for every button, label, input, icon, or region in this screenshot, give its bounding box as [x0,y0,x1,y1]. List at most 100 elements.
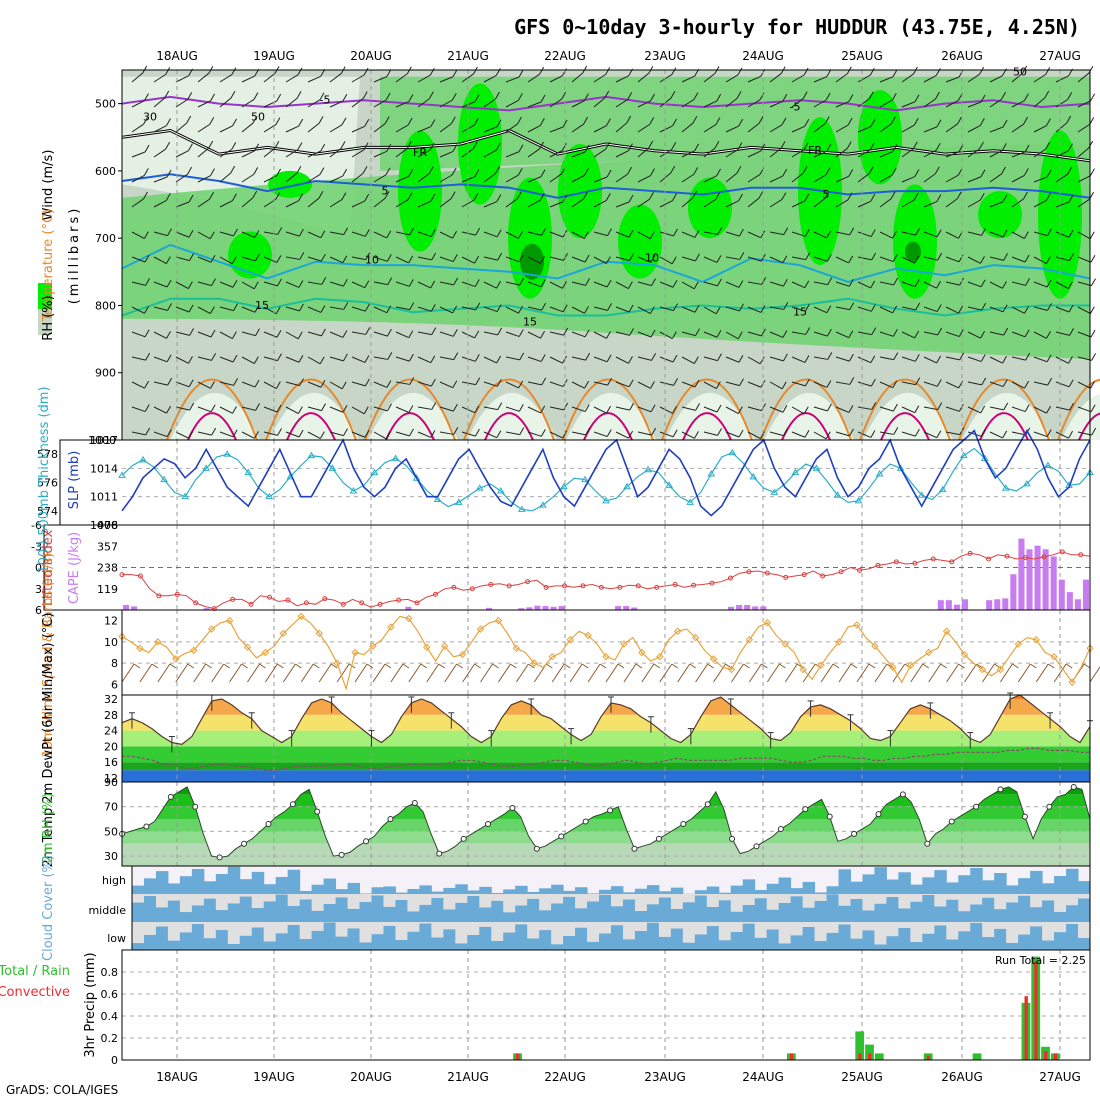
lifted-tick-label: 3 [35,583,42,596]
wind-barb [593,148,606,158]
wind-barb [175,98,189,108]
wind-barb [857,356,871,364]
wind-barb [527,356,542,363]
wind-barb [945,231,959,239]
thickness-marker [1044,461,1052,468]
cloud-cell [730,885,744,894]
wind-barb-flag [584,380,590,389]
wind-barb [483,201,498,208]
cloud-cell [599,933,612,950]
wind-barb-flag [475,302,481,311]
wind-barb-flag [694,431,699,439]
wind-barb-flag [364,119,370,127]
cloud-cell-clear [503,922,516,933]
wind-speed-marker [297,612,305,621]
cloud-cell [1054,911,1067,922]
wind-barb [131,100,145,108]
wind-barb-flag [473,192,479,201]
wind-barb [1055,331,1070,336]
wind-barb [373,231,387,239]
wind-barb [153,356,168,363]
wind-barb-flag [1002,229,1008,238]
wind-barb-flag [716,329,722,338]
cloud-cell [515,905,528,922]
cloud-cell [323,922,337,950]
wind-barb [285,97,298,108]
wind-barb [857,231,872,238]
wind-barb [439,281,454,286]
wind-barb [351,331,366,335]
wind-barb [329,431,344,437]
rh-saturated-cell [458,83,502,205]
wind-barb [175,281,189,290]
wind-barb-flag [738,354,744,363]
contour-label: 15 [523,316,537,329]
lifted-index-marker [1041,554,1047,560]
wind-barb [1077,231,1091,240]
wind-barb [813,331,828,337]
wind-barb [835,175,849,183]
cloud-cell [706,886,720,894]
thickness-tick-label: 578 [37,448,58,461]
wind-barb-flag [826,380,832,388]
cape-bar [550,606,557,610]
cloud-cell-clear [611,922,624,926]
wind-speed-marker [458,650,467,659]
wind-barb-flag [980,256,985,264]
wind-barb [1033,381,1048,386]
lifted-index-marker [949,559,955,565]
wind-barb [527,281,542,288]
wind-barb-flag [539,141,544,150]
wind-barb-flag [1068,304,1074,313]
wind-barb [461,381,476,386]
date-label-top: 24AUG [742,49,784,63]
temp-tick-label: 24 [104,725,118,738]
wind-barb [813,356,828,360]
cloud-cell [395,939,408,950]
wind-barb-flag [1023,191,1028,200]
wind-barb [571,231,585,240]
lifted-index-marker [432,591,438,597]
cloud-cell-clear [143,894,157,896]
cloud-cell-clear [658,894,672,898]
wind-barb-flag [276,255,282,263]
wind-barb [483,126,498,133]
wind-barb [439,306,453,314]
cloud-cell-clear [694,922,708,935]
rh-dry-region [269,392,359,440]
wind-barb-flag [804,119,810,127]
wind-barb [505,231,519,239]
date-label-top: 25AUG [841,49,883,63]
wind-barb [351,356,366,363]
wind-barb-flag [276,329,282,338]
date-label-bottom: 26AUG [941,1070,983,1084]
wind-barb-flag [649,117,655,125]
lifted-index-marker [727,575,733,581]
wind-barb [241,197,254,208]
wind-barb [1077,100,1091,108]
wind-barb-flag [364,429,370,438]
rh-marker [1021,813,1028,820]
wind-barb [747,281,762,285]
wind-barb-flag [585,278,591,286]
isotherm-20 [265,378,357,441]
wind-barb [857,173,870,183]
panel-frame [121,949,1091,1061]
wind-barb [527,124,541,133]
rh-tick-label: 90 [104,776,118,789]
rh-marker [973,803,980,810]
wind-barb-flag [761,328,766,337]
rh-marker [1070,783,1077,790]
cloud-cell-clear [551,894,564,904]
wind-barb-flag [651,278,656,286]
wind-barb-flag [518,69,524,78]
wind-barb-10m [211,663,225,683]
wind-barb [131,256,146,263]
wind-barb [219,148,233,158]
lifted-index-marker [562,583,568,589]
cloud-cell-clear [742,922,756,924]
cape-bar [728,606,735,610]
wind-barb-flag [496,280,502,289]
wind-barb [307,231,321,239]
wind-barb-flag [540,169,546,178]
